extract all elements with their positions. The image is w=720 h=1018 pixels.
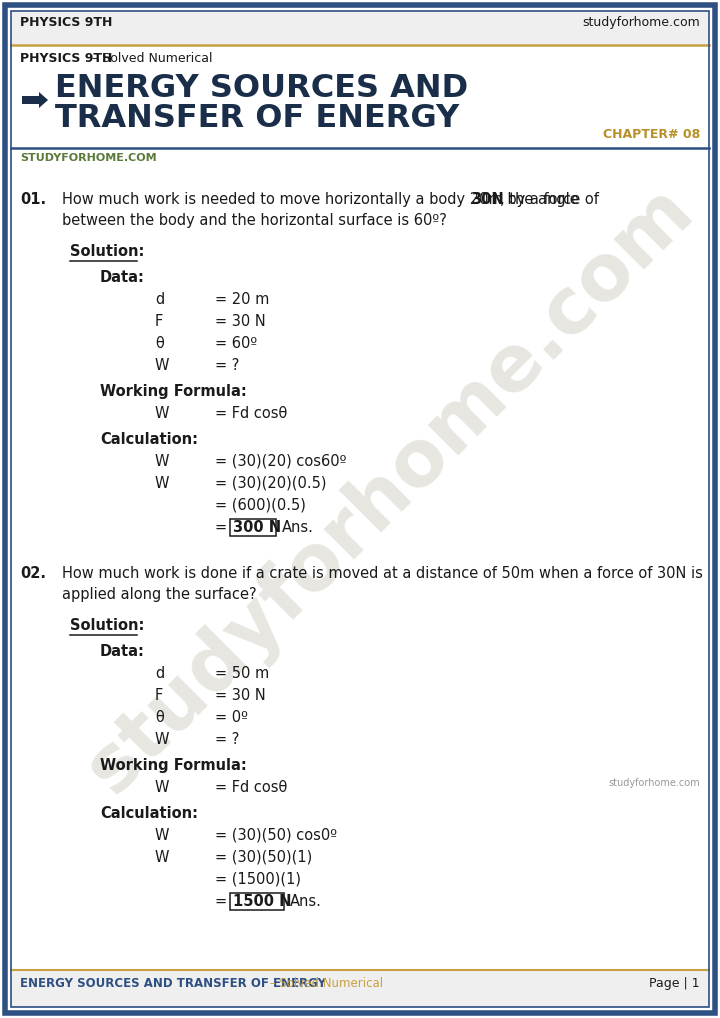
Text: = 20 m: = 20 m <box>215 292 269 307</box>
Text: = 50 m: = 50 m <box>215 666 269 681</box>
Text: 1500 N: 1500 N <box>233 894 292 909</box>
Text: = (30)(20) cos60º: = (30)(20) cos60º <box>215 454 346 469</box>
Text: =: = <box>215 520 232 535</box>
Text: Calculation:: Calculation: <box>100 432 198 447</box>
Text: between the body and the horizontal surface is 60º?: between the body and the horizontal surf… <box>62 213 447 228</box>
Text: Ans.: Ans. <box>290 894 322 909</box>
Text: = Fd cosθ: = Fd cosθ <box>215 780 287 795</box>
Text: d: d <box>155 666 164 681</box>
Text: θ: θ <box>155 710 163 725</box>
Text: Data:: Data: <box>100 644 145 659</box>
Text: = 0º: = 0º <box>215 710 248 725</box>
Text: = (1500)(1): = (1500)(1) <box>215 872 301 887</box>
Text: W: W <box>155 828 169 843</box>
Text: Ans.: Ans. <box>282 520 314 535</box>
Text: applied along the surface?: applied along the surface? <box>62 587 256 602</box>
Text: Working Formula:: Working Formula: <box>100 758 247 773</box>
Text: = Fd cosθ: = Fd cosθ <box>215 406 287 421</box>
Text: = 30 N: = 30 N <box>215 688 266 703</box>
Text: = ?: = ? <box>215 732 239 747</box>
Text: W: W <box>155 358 169 373</box>
Text: = 60º: = 60º <box>215 336 257 351</box>
Text: = ?: = ? <box>215 358 239 373</box>
Text: = (600)(0.5): = (600)(0.5) <box>215 498 306 513</box>
Bar <box>11 11 709 45</box>
Text: Calculation:: Calculation: <box>100 806 198 821</box>
Text: = (30)(50)(1): = (30)(50)(1) <box>215 850 312 865</box>
Text: Data:: Data: <box>100 270 145 285</box>
Text: 30N: 30N <box>472 192 504 207</box>
Text: θ: θ <box>155 336 163 351</box>
Text: How much work is done if a crate is moved at a distance of 50m when a force of 3: How much work is done if a crate is move… <box>62 566 703 581</box>
Text: W: W <box>155 406 169 421</box>
Text: CHAPTER# 08: CHAPTER# 08 <box>603 128 700 142</box>
Text: Page | 1: Page | 1 <box>649 977 700 989</box>
Text: 300 N: 300 N <box>233 520 281 535</box>
Text: TRANSFER OF ENERGY: TRANSFER OF ENERGY <box>55 103 459 134</box>
Text: 02.: 02. <box>20 566 46 581</box>
Text: ENERGY SOURCES AND TRANSFER OF ENERGY: ENERGY SOURCES AND TRANSFER OF ENERGY <box>20 977 326 989</box>
Text: Solution:: Solution: <box>70 618 145 633</box>
Text: studyforhome.com: studyforhome.com <box>582 16 700 29</box>
Text: = 30 N: = 30 N <box>215 314 266 329</box>
Text: =: = <box>215 894 232 909</box>
Text: PHYSICS 9TH: PHYSICS 9TH <box>20 16 112 29</box>
Text: = (30)(50) cos0º: = (30)(50) cos0º <box>215 828 337 843</box>
Text: PHYSICS 9TH: PHYSICS 9TH <box>20 52 112 65</box>
Text: ENERGY SOURCES AND: ENERGY SOURCES AND <box>55 73 468 104</box>
Text: STUDYFORHOME.COM: STUDYFORHOME.COM <box>20 153 157 163</box>
Text: How much work is needed to move horizontally a body 20m by a force of: How much work is needed to move horizont… <box>62 192 603 207</box>
Text: W: W <box>155 454 169 469</box>
Text: d: d <box>155 292 164 307</box>
Bar <box>230 519 276 536</box>
Text: W: W <box>155 476 169 491</box>
Polygon shape <box>22 92 48 108</box>
Text: – Solved Numerical: – Solved Numerical <box>88 52 212 65</box>
Text: F: F <box>155 688 163 703</box>
Text: Working Formula:: Working Formula: <box>100 384 247 399</box>
Text: studyforhome.com: studyforhome.com <box>608 778 700 788</box>
Text: studyforhome.com: studyforhome.com <box>72 172 708 808</box>
Text: 01.: 01. <box>20 192 46 207</box>
Text: = (30)(20)(0.5): = (30)(20)(0.5) <box>215 476 326 491</box>
Text: – Solved Numerical: – Solved Numerical <box>266 977 383 989</box>
Text: , the angle: , the angle <box>500 192 578 207</box>
Text: W: W <box>155 780 169 795</box>
Bar <box>11 970 709 1007</box>
Text: W: W <box>155 732 169 747</box>
Text: W: W <box>155 850 169 865</box>
Text: F: F <box>155 314 163 329</box>
Text: Solution:: Solution: <box>70 244 145 259</box>
Bar <box>230 893 284 910</box>
